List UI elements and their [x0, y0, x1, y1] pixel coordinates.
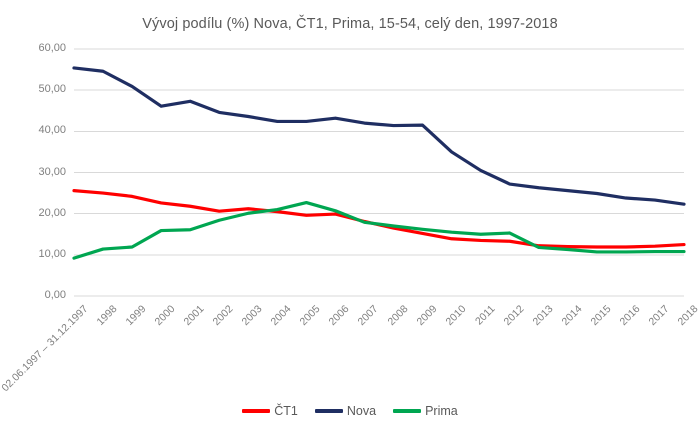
legend-swatch-icon — [393, 409, 422, 413]
legend-item[interactable]: ČT1 — [242, 404, 298, 418]
legend-swatch-icon — [242, 409, 271, 413]
y-axis-tick-label: 60,00 — [38, 42, 66, 54]
gridlines — [74, 48, 684, 297]
y-axis-tick-label: 0,00 — [44, 289, 66, 301]
chart-title: Vývoj podílu (%) Nova, ČT1, Prima, 15-54… — [142, 16, 558, 32]
legend-label: ČT1 — [274, 404, 298, 418]
series-line--t1 — [72, 189, 686, 249]
legend-item[interactable]: Nova — [314, 404, 377, 418]
chart-legend: ČT1 Nova Prima — [0, 404, 700, 418]
y-axis-tick-label: 40,00 — [38, 124, 66, 137]
legend-item[interactable]: Prima — [393, 404, 458, 418]
series-line-prima — [72, 200, 686, 260]
y-axis-tick-label: 10,00 — [38, 247, 66, 260]
legend-label: Prima — [425, 404, 458, 418]
series-lines — [72, 66, 686, 260]
series-line-nova — [72, 66, 686, 206]
legend-label: Nova — [346, 404, 377, 418]
legend-swatch-icon — [314, 409, 343, 413]
y-axis-tick-label: 50,00 — [38, 83, 66, 96]
y-axis-tick-label: 20,00 — [38, 206, 66, 219]
y-axis-tick-label: 30,00 — [38, 165, 66, 178]
